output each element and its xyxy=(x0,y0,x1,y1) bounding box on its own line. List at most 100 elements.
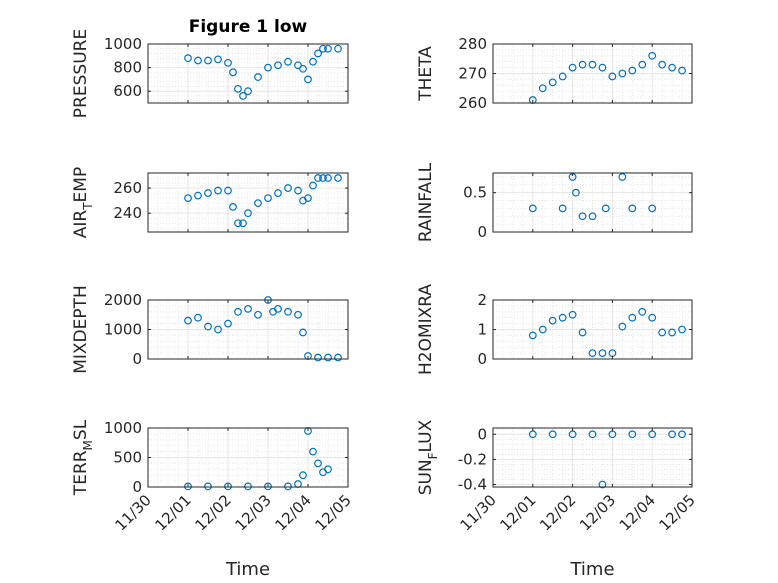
data-point xyxy=(678,325,686,334)
data-point xyxy=(239,92,247,100)
data-point xyxy=(572,188,580,197)
data-point xyxy=(558,204,567,213)
data-point xyxy=(598,480,607,489)
data-point xyxy=(204,189,212,197)
data-point xyxy=(284,57,292,66)
data-point xyxy=(648,51,657,60)
axes-box xyxy=(492,172,693,233)
x-tick-label: 12/04 xyxy=(272,491,315,534)
y-tick-label: 0 xyxy=(477,350,487,368)
data-point xyxy=(618,173,627,181)
subplot-3: 240 260 AIRTEMP xyxy=(71,167,349,238)
x-tick-label: 12/02 xyxy=(536,491,579,534)
subplot-5: 0 1000 2000 MIXDEPTH xyxy=(71,285,349,374)
y-tick-label: 0 xyxy=(477,425,487,443)
data-point xyxy=(194,56,202,65)
data-point xyxy=(234,219,242,228)
data-point xyxy=(304,194,312,203)
y-tick-label: -0.2 xyxy=(458,450,487,468)
y-tick-label: 270 xyxy=(458,65,487,83)
data-point xyxy=(264,194,272,203)
subplot-1: 600 800 1000 PRESSURE Figure 1 low xyxy=(71,17,349,118)
y-tick-label: -0.4 xyxy=(458,475,487,493)
x-tick-label: 12/03 xyxy=(232,491,275,534)
data-point xyxy=(294,61,302,70)
y-tick-label: 2 xyxy=(477,291,487,309)
data-point xyxy=(588,430,597,439)
y-axis-label: THETA xyxy=(416,46,436,102)
data-point xyxy=(324,44,332,53)
data-point xyxy=(314,49,322,58)
data-point xyxy=(548,316,557,325)
data-point xyxy=(204,322,212,331)
data-point xyxy=(314,353,322,362)
axes-box xyxy=(492,427,693,488)
data-point xyxy=(274,304,282,313)
x-tick-label: 12/01 xyxy=(152,491,195,534)
y-tick-label: 500 xyxy=(113,449,142,467)
x-axis-label: Time xyxy=(569,559,614,580)
y-tick-label: 0 xyxy=(132,350,142,368)
y-tick-label: 260 xyxy=(458,94,487,112)
data-point xyxy=(334,353,342,362)
data-point xyxy=(309,57,317,66)
y-tick-label: 0.5 xyxy=(463,184,487,202)
x-tick-label: 12/03 xyxy=(576,491,619,534)
data-point xyxy=(299,328,307,337)
y-tick-label: 260 xyxy=(113,179,142,197)
data-point xyxy=(578,328,587,337)
data-point xyxy=(618,69,627,78)
data-point xyxy=(204,56,212,65)
data-point xyxy=(638,60,647,69)
data-point xyxy=(628,66,637,75)
data-point xyxy=(538,84,547,93)
data-point xyxy=(319,44,327,53)
data-point xyxy=(324,465,332,474)
y-axis-label: TERRMSL xyxy=(71,419,95,496)
x-tick-label: 11/30 xyxy=(112,491,155,534)
data-point xyxy=(299,471,307,480)
y-tick-label: 1000 xyxy=(104,35,142,53)
y-tick-label: 800 xyxy=(113,59,142,77)
data-point xyxy=(294,186,302,195)
x-tick-label: 12/02 xyxy=(192,491,235,534)
data-point xyxy=(314,459,322,468)
data-point xyxy=(184,316,192,325)
data-point xyxy=(578,60,587,69)
data-point xyxy=(244,209,252,218)
subplot-6: 0 1 2 H2OMIXRA xyxy=(416,284,693,375)
data-point xyxy=(264,63,272,72)
plot-area xyxy=(493,173,692,232)
data-point xyxy=(324,174,332,182)
subplot-8: -0.4-0.20SUNFLUX11/3012/0112/0212/0312/0… xyxy=(416,419,699,580)
data-point xyxy=(668,430,676,439)
data-point xyxy=(588,60,597,69)
data-point xyxy=(314,174,322,182)
data-point xyxy=(628,313,637,322)
data-point xyxy=(229,202,237,211)
y-axis-label: SUNFLUX xyxy=(416,419,440,495)
data-point xyxy=(598,63,607,72)
data-point xyxy=(224,319,232,328)
subplot-7: 0 500 1000 TERRMSL 11/3012/0112/0212/0312/04… xyxy=(71,419,355,580)
x-axis-label: Time xyxy=(225,559,270,580)
data-point xyxy=(274,189,282,197)
y-tick-label: 2000 xyxy=(104,291,142,309)
data-point xyxy=(184,54,192,63)
y-tick-label: 1 xyxy=(477,321,487,339)
y-tick-label: 280 xyxy=(458,35,487,53)
data-point xyxy=(284,482,292,491)
data-point xyxy=(244,87,252,96)
data-point xyxy=(284,307,292,316)
data-point xyxy=(299,64,307,73)
data-point xyxy=(648,313,657,322)
x-tick-label: 12/05 xyxy=(312,491,355,534)
data-point xyxy=(528,331,537,340)
data-point xyxy=(224,186,232,195)
y-tick-label: 0 xyxy=(132,478,142,496)
data-point xyxy=(548,430,557,439)
data-point xyxy=(608,72,617,81)
y-axis-label: MIXDEPTH xyxy=(71,285,91,374)
x-tick-label: 12/04 xyxy=(616,491,659,534)
data-point xyxy=(234,84,242,93)
